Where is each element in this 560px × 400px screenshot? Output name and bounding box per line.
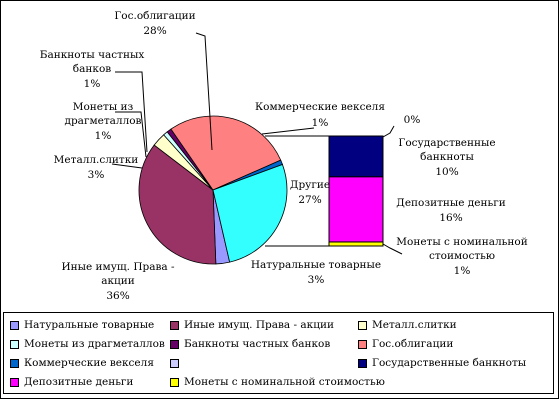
leader-coins — [115, 111, 147, 158]
legend-item-private: Банкноты частных банков — [170, 337, 330, 351]
pie — [138, 115, 288, 265]
label-stocks-pct: 36% — [106, 290, 129, 302]
label-stocks-line1: Иные имущ. Права - — [61, 261, 174, 273]
label-deposit-name: Депозитные деньги — [396, 197, 505, 209]
label-metal-name: Металл.слитки — [54, 154, 139, 166]
leader-private-banks — [115, 71, 148, 153]
legend-swatch — [170, 377, 179, 387]
label-other-name: Другие — [290, 179, 330, 191]
label-metal-pct: 3% — [88, 169, 105, 181]
pie-slice-1 — [138, 144, 217, 265]
label-gov-bonds-pct: 28% — [143, 25, 166, 37]
label-deposit-pct: 16% — [439, 212, 462, 224]
legend-item-deposit: Депозитные деньги — [10, 375, 133, 389]
label-nominal-line2: стоимостью — [429, 250, 495, 262]
leader-lines — [111, 32, 403, 255]
legend-item-commercial: Коммерческие векселя — [10, 356, 154, 370]
bar-outline — [328, 135, 384, 247]
legend-label: Монеты с номинальной стоимостью — [184, 376, 385, 388]
legend-swatch — [10, 358, 19, 368]
label-coins-pct: 1% — [95, 130, 112, 142]
stacked-bar — [328, 135, 384, 247]
bar-of-pie-chart: Гос.облигации 28% Банкноты частных банко… — [40, 10, 528, 302]
pie-labels: Гос.облигации 28% Банкноты частных банко… — [40, 10, 386, 302]
label-private-pct: 1% — [84, 78, 101, 90]
legend-item-nominal: Монеты с номинальной стоимостью — [170, 375, 385, 389]
legend-swatch — [10, 377, 19, 387]
bar-segment-1 — [328, 176, 384, 243]
bar-segment-0 — [328, 241, 384, 247]
legend-swatch — [170, 320, 179, 330]
label-other-pct: 27% — [298, 194, 321, 206]
legend-label: Монеты из драгметаллов — [24, 338, 165, 350]
legend-swatch — [10, 320, 19, 330]
label-coins-line2: драгметаллов — [65, 115, 142, 127]
label-zero-pct: 0% — [404, 114, 421, 126]
legend-label: Иные имущ. Права - акции — [184, 319, 334, 331]
bar-segment-2 — [328, 135, 384, 178]
legend-swatch — [170, 358, 179, 368]
pie-slice-7 — [212, 163, 288, 263]
legend-label: Государственные банкноты — [372, 357, 527, 369]
legend-swatch — [10, 339, 19, 349]
label-natural-pct: 3% — [308, 274, 325, 286]
label-gov-notes-line2: банкноты — [420, 151, 474, 163]
legend-label: Депозитные деньги — [24, 376, 134, 388]
legend-item-coins: Монеты из драгметаллов — [10, 337, 165, 351]
connector-lines — [265, 135, 329, 247]
label-gov-notes-pct: 10% — [435, 166, 458, 178]
leader-gov-bonds — [195, 32, 213, 151]
label-commercial-pct: 1% — [312, 117, 329, 129]
legend: Натуральные товарные Иные имущ. Права - … — [3, 312, 554, 394]
legend-label: Гос.облигации — [372, 338, 454, 350]
legend-label: Натуральные товарные — [24, 319, 155, 331]
legend-swatch — [358, 320, 367, 330]
legend-swatch — [358, 358, 367, 368]
legend-item-metal: Металл.слитки — [358, 318, 457, 332]
legend-label: Банкноты частных банков — [184, 338, 331, 350]
legend-item-stocks: Иные имущ. Права - акции — [170, 318, 334, 332]
legend-label: Металл.слитки — [372, 319, 457, 331]
legend-label: Коммерческие векселя — [24, 357, 154, 369]
label-private-line1: Банкноты частных — [40, 49, 145, 61]
legend-swatch — [358, 339, 367, 349]
label-private-line2: банков — [73, 63, 111, 75]
leader-nominal — [382, 243, 403, 255]
label-gov-bonds-name: Гос.облигации — [114, 10, 195, 22]
leader-metal — [111, 163, 143, 169]
legend-item-natural: Натуральные товарные — [10, 318, 154, 332]
legend-item-unlabeled — [170, 356, 184, 370]
label-gov-notes-line1: Государственные — [398, 137, 495, 149]
label-coins-line1: Монеты из — [73, 101, 134, 113]
bar-labels: 0% Государственные банкноты 10% Депозитн… — [396, 114, 527, 277]
label-nominal-line1: Монеты с номинальной — [396, 236, 527, 248]
legend-item-gov-bonds: Гос.облигации — [358, 337, 453, 351]
leader-zero — [382, 125, 395, 138]
pie-slice-5 — [170, 115, 282, 191]
label-stocks-line2: акции — [101, 275, 135, 287]
leader-commercial — [261, 127, 315, 135]
label-natural-name: Натуральные товарные — [251, 259, 381, 271]
label-commercial-name: Коммерческие векселя — [255, 101, 385, 113]
legend-item-gov-notes: Государственные банкноты — [358, 356, 526, 370]
label-nominal-pct: 1% — [454, 265, 471, 277]
legend-swatch — [170, 339, 179, 349]
